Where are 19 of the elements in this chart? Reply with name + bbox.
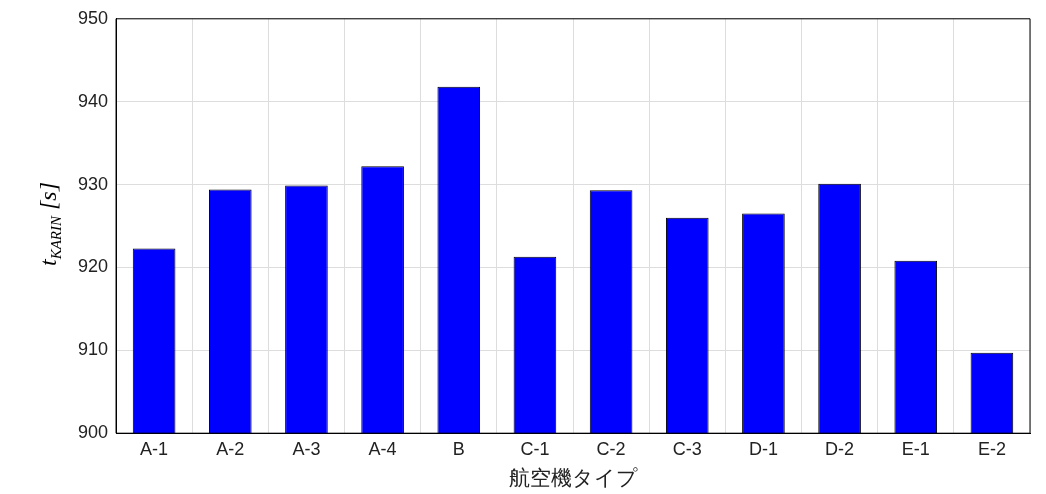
x-tick-label: C-2 bbox=[596, 438, 626, 459]
y-tick-label: 950 bbox=[77, 7, 109, 28]
y-tick-label: 900 bbox=[77, 422, 109, 443]
x-tick-label: A-3 bbox=[292, 438, 321, 459]
y-tick-label: 910 bbox=[77, 339, 109, 360]
y-tick-label: 930 bbox=[77, 173, 109, 194]
x-tick-label: A-4 bbox=[368, 438, 397, 459]
x-tick-label: C-1 bbox=[520, 438, 550, 459]
x-tick-label: D-2 bbox=[825, 438, 855, 459]
x-tick-label: D-1 bbox=[748, 438, 778, 459]
x-axis-title: 航空機タイプ bbox=[508, 466, 638, 490]
x-tick-label: E-1 bbox=[901, 438, 930, 459]
y-tick-label: 920 bbox=[77, 256, 109, 277]
x-tick-label: C-3 bbox=[672, 438, 702, 459]
x-tick-label: A-1 bbox=[140, 438, 169, 459]
y-tick-label: 940 bbox=[77, 90, 109, 111]
x-tick-label: B bbox=[452, 438, 465, 459]
x-tick-label: A-2 bbox=[216, 438, 245, 459]
x-tick-label: E-2 bbox=[977, 438, 1006, 459]
